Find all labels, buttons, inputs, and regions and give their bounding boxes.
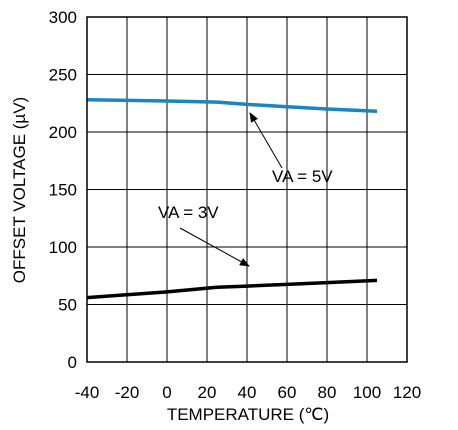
- y-tick-label: 50: [58, 296, 77, 315]
- annotation-label-va-3v: VA = 3V: [158, 203, 219, 222]
- x-tick-label: -40: [75, 383, 100, 402]
- grid: [87, 17, 407, 362]
- tick-labels: -40 -20 0 20 40 60 80 100 120 0 50 100 150 200 250 300: [49, 8, 422, 402]
- annotation-arrow: [249, 112, 283, 169]
- y-tick-label: 300: [49, 8, 77, 27]
- annotation-layer: VA = 5V VA = 3V: [158, 112, 333, 267]
- y-tick-label: 100: [49, 238, 77, 257]
- y-tick-label: 200: [49, 123, 77, 142]
- x-tick-label: 20: [198, 383, 217, 402]
- y-tick-label: 250: [49, 66, 77, 85]
- annotation-arrow: [179, 227, 250, 267]
- series-layer: [86, 98, 378, 300]
- x-tick-label: 0: [162, 383, 171, 402]
- x-tick-label: 120: [393, 383, 421, 402]
- series-line-va-3v: [86, 278, 378, 300]
- x-tick-label: 60: [278, 383, 297, 402]
- y-tick-label: 0: [68, 353, 77, 372]
- plot-frame: [86, 16, 408, 363]
- y-tick-label: 150: [49, 181, 77, 200]
- x-axis-label: TEMPERATURE (℃): [167, 405, 329, 424]
- x-tick-label: 80: [318, 383, 337, 402]
- x-tick-label: -20: [115, 383, 140, 402]
- series-line-va-5v: [86, 98, 378, 114]
- annotation-label-va-5v: VA = 5V: [272, 167, 333, 186]
- y-axis-label: OFFSET VOLTAGE (µV): [10, 97, 29, 283]
- x-tick-label: 40: [238, 383, 257, 402]
- x-tick-label: 100: [353, 383, 381, 402]
